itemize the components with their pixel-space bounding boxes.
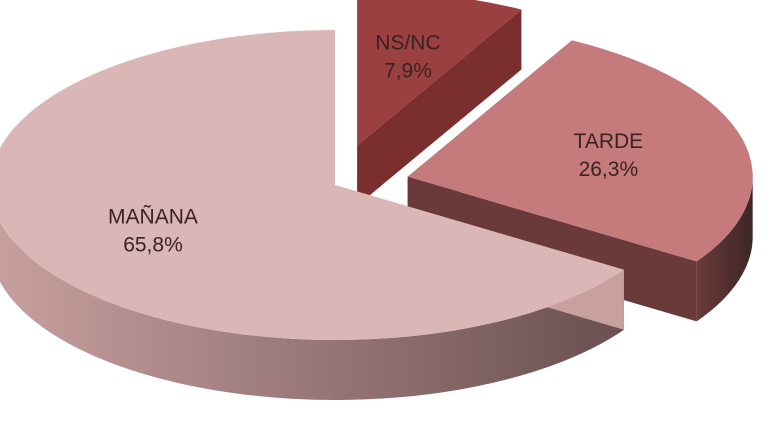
- slice-2-cut-face-1: [357, 9, 522, 206]
- slice-1-value-label: 26,3%: [579, 158, 639, 181]
- slice-2-category-label: NS/NC: [375, 32, 440, 55]
- slice-tops: [0, 0, 753, 340]
- slice-1-category-label: TARDE: [574, 130, 644, 153]
- slice-2-value-label: 7,9%: [384, 60, 432, 83]
- slice-0-top: [0, 30, 624, 340]
- slice-1-outer-side: [696, 174, 753, 322]
- slice-1-top: [407, 40, 753, 262]
- slice-0-category-label: MAÑANA: [108, 204, 198, 228]
- slice-0-outer-side: [0, 222, 624, 400]
- slice-0-value-label: 65,8%: [123, 233, 183, 256]
- slice-2-top: [357, 0, 522, 146]
- slice-labels: NS/NC 7,9% TARDE 26,3% MAÑANA 65,8%: [108, 32, 643, 257]
